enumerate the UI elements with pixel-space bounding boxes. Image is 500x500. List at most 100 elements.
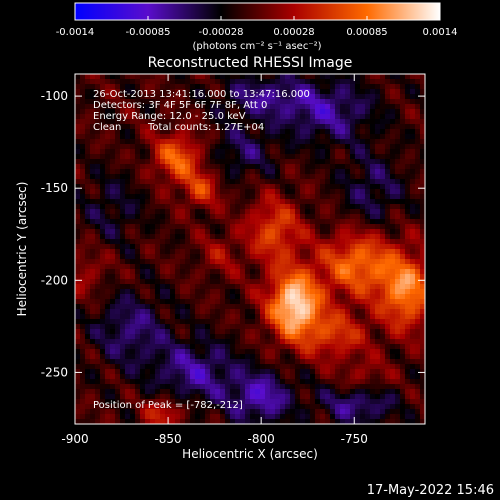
heatmap-cell xyxy=(100,324,106,330)
heatmap-cell xyxy=(360,359,366,365)
heatmap-cell xyxy=(325,339,331,345)
heatmap-cell xyxy=(420,314,425,320)
heatmap-cell xyxy=(275,179,281,185)
heatmap-cell xyxy=(420,219,425,225)
heatmap-cell xyxy=(225,199,231,205)
heatmap-cell xyxy=(415,309,421,315)
heatmap-cell xyxy=(280,399,286,405)
heatmap-cell xyxy=(265,219,271,225)
heatmap-cell xyxy=(120,219,126,225)
heatmap-cell xyxy=(95,334,101,340)
heatmap-cell xyxy=(160,259,166,265)
heatmap-cell xyxy=(250,159,256,165)
heatmap-cell xyxy=(420,194,425,200)
heatmap-cell xyxy=(120,109,126,115)
heatmap-cell xyxy=(245,179,251,185)
heatmap-cell xyxy=(95,374,101,380)
heatmap-cell xyxy=(245,339,251,345)
heatmap-cell xyxy=(370,244,376,250)
heatmap-cell xyxy=(405,174,411,180)
heatmap-cell xyxy=(180,399,186,405)
heatmap-cell xyxy=(290,404,296,410)
heatmap-cell xyxy=(115,114,121,120)
heatmap-cell xyxy=(405,184,411,190)
heatmap-cell xyxy=(125,394,131,400)
heatmap-cell xyxy=(290,214,296,220)
heatmap-cell xyxy=(195,169,201,175)
heatmap-cell xyxy=(255,399,261,405)
heatmap-cell xyxy=(270,314,276,320)
heatmap-cell xyxy=(230,249,236,255)
heatmap-cell xyxy=(220,279,226,285)
heatmap-cell xyxy=(135,389,141,395)
heatmap-cell xyxy=(260,364,266,370)
heatmap-cell xyxy=(145,204,151,210)
heatmap-cell xyxy=(90,124,96,130)
heatmap-cell xyxy=(75,324,81,330)
heatmap-cell xyxy=(205,194,211,200)
heatmap-cell xyxy=(245,114,251,120)
heatmap-cell xyxy=(375,314,381,320)
heatmap-cell xyxy=(80,359,86,365)
heatmap-cell xyxy=(390,209,396,215)
heatmap-cell xyxy=(160,149,166,155)
heatmap-cell xyxy=(150,384,156,390)
heatmap-cell xyxy=(255,194,261,200)
heatmap-cell xyxy=(325,304,331,310)
heatmap-cell xyxy=(385,84,391,90)
heatmap-cell xyxy=(180,334,186,340)
heatmap-cell xyxy=(95,389,101,395)
heatmap-cell xyxy=(200,384,206,390)
heatmap-cell xyxy=(420,89,425,95)
heatmap-cell xyxy=(90,284,96,290)
heatmap-cell xyxy=(100,279,106,285)
heatmap-cell xyxy=(410,149,416,155)
heatmap-cell xyxy=(370,129,376,135)
heatmap-cell xyxy=(105,379,111,385)
heatmap-cell xyxy=(345,144,351,150)
heatmap-cell xyxy=(220,349,226,355)
heatmap-cell xyxy=(230,324,236,330)
heatmap-cell xyxy=(200,129,206,135)
heatmap-cell xyxy=(175,409,181,415)
heatmap-cell xyxy=(100,124,106,130)
heatmap-cell xyxy=(415,399,421,405)
heatmap-cell xyxy=(195,404,201,410)
heatmap-cell xyxy=(420,334,425,340)
heatmap-cell xyxy=(370,274,376,280)
heatmap-cell xyxy=(195,174,201,180)
heatmap-cell xyxy=(180,129,186,135)
heatmap-cell xyxy=(250,349,256,355)
heatmap-cell xyxy=(285,259,291,265)
heatmap-cell xyxy=(240,364,246,370)
heatmap-cell xyxy=(410,184,416,190)
heatmap-cell xyxy=(150,189,156,195)
heatmap-cell xyxy=(205,274,211,280)
heatmap-cell xyxy=(180,214,186,220)
heatmap-cell xyxy=(330,124,336,130)
heatmap-cell xyxy=(125,149,131,155)
heatmap-cell xyxy=(390,309,396,315)
heatmap-cell xyxy=(400,104,406,110)
heatmap-cell xyxy=(320,294,326,300)
heatmap-cell xyxy=(310,304,316,310)
heatmap-cell xyxy=(325,164,331,170)
heatmap-cell xyxy=(235,84,241,90)
heatmap-cell xyxy=(245,264,251,270)
heatmap-cell xyxy=(355,354,361,360)
heatmap-cell xyxy=(250,89,256,95)
heatmap-cell xyxy=(125,334,131,340)
heatmap-cell xyxy=(135,374,141,380)
heatmap-cell xyxy=(350,149,356,155)
heatmap-cell xyxy=(330,354,336,360)
heatmap-cell xyxy=(145,409,151,415)
heatmap-cell xyxy=(220,364,226,370)
heatmap-cell xyxy=(180,304,186,310)
heatmap-cell xyxy=(400,239,406,245)
heatmap-cell xyxy=(75,169,81,175)
heatmap-cell xyxy=(90,244,96,250)
heatmap-cell xyxy=(355,284,361,290)
heatmap-cell xyxy=(205,319,211,325)
heatmap-cell xyxy=(140,409,146,415)
heatmap-cell xyxy=(170,74,176,80)
